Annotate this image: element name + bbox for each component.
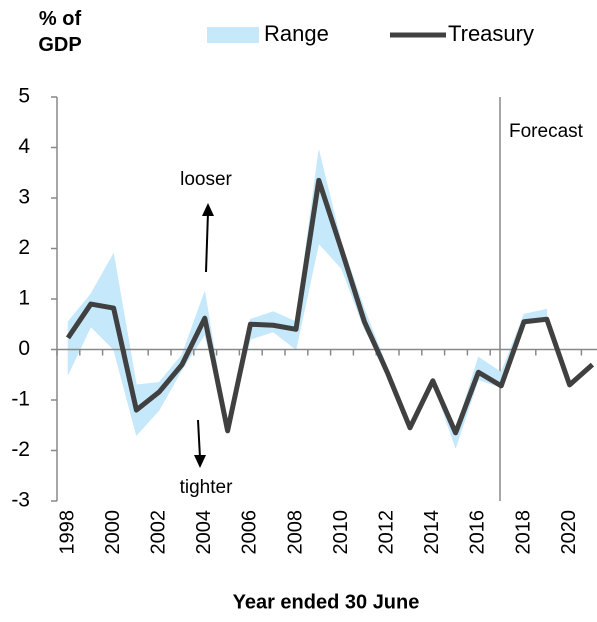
arrowhead bbox=[194, 455, 206, 468]
treasury-line bbox=[65, 177, 595, 436]
arrow bbox=[197, 419, 201, 459]
x-tick-label: 2014 bbox=[421, 510, 443, 555]
range-band bbox=[113, 253, 137, 436]
x-tick-label: 2016 bbox=[467, 510, 489, 555]
x-axis-label: Year ended 30 June bbox=[233, 591, 420, 613]
x-tick-label: 2010 bbox=[330, 510, 352, 555]
legend-label: Range bbox=[264, 21, 329, 46]
arrow bbox=[205, 211, 209, 273]
x-tick-label: 2012 bbox=[375, 510, 397, 555]
x-tick-label: 2004 bbox=[193, 510, 215, 555]
y-tick-label: 4 bbox=[18, 135, 30, 158]
legend-swatch bbox=[207, 27, 259, 43]
y-tick-label: 5 bbox=[18, 85, 30, 108]
y-tick-label: 1 bbox=[18, 287, 30, 310]
legend-label: Treasury bbox=[448, 21, 534, 46]
x-tick-label: 2008 bbox=[284, 510, 306, 555]
y-axis-label: % of GDP bbox=[38, 8, 81, 56]
arrowhead bbox=[202, 203, 214, 216]
x-tick-label: 1998 bbox=[56, 510, 78, 555]
annotation: looser bbox=[180, 169, 232, 190]
x-tick-label: 2006 bbox=[239, 510, 261, 555]
y-tick-label: 2 bbox=[18, 236, 30, 259]
range-band bbox=[158, 353, 183, 412]
x-tick-label: 2002 bbox=[147, 510, 169, 555]
x-tick-label: 2000 bbox=[102, 510, 124, 555]
range-band bbox=[90, 252, 114, 351]
x-tick-label: 2020 bbox=[558, 510, 580, 555]
y-tick-label: 3 bbox=[18, 186, 30, 209]
y-tick-label: 0 bbox=[18, 337, 30, 360]
annotation: tighter bbox=[180, 477, 233, 498]
y-tick-label: -1 bbox=[11, 388, 30, 411]
y-tick-label: -3 bbox=[11, 489, 30, 512]
annotation: Forecast bbox=[509, 121, 584, 142]
y-tick-label: -2 bbox=[11, 438, 30, 461]
x-tick-label: 2018 bbox=[512, 510, 534, 555]
